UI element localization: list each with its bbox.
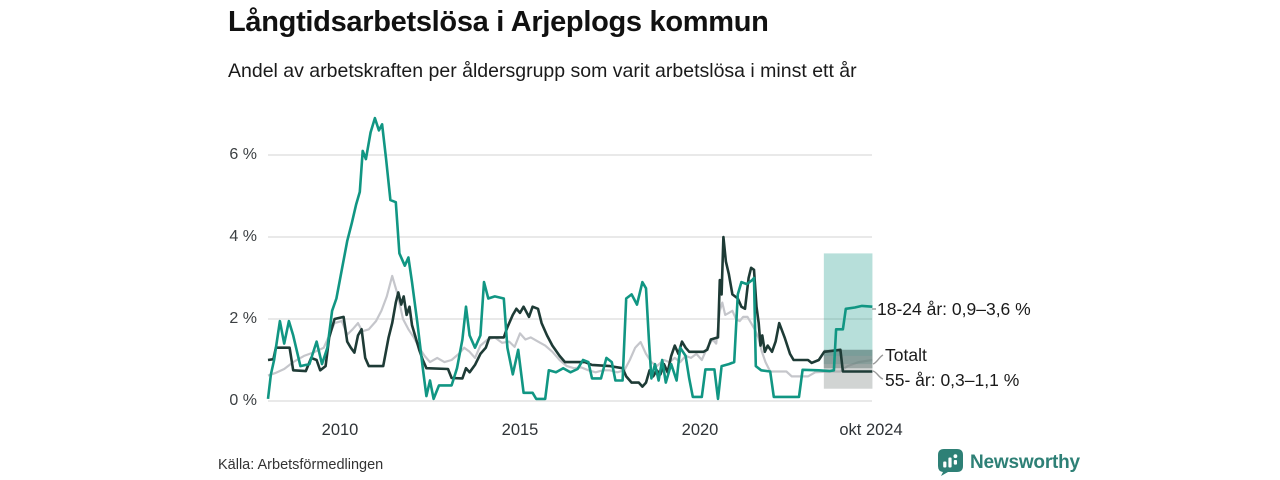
series-label-totalt: Totalt [885,345,927,365]
y-axis-tick-6: 6 % [229,146,257,163]
x-axis-tick-2020: 2020 [681,421,719,439]
source-note: Källa: Arbetsförmedlingen [218,457,384,473]
page-title: Långtidsarbetslösa i Arjeplogs kommun [228,6,769,38]
line-18-24 [266,116,873,401]
newsworthy-icon [938,449,963,476]
line-55 [267,235,873,388]
y-axis-tick-4: 4 % [229,228,257,245]
y-axis-tick-0: 0 % [229,392,257,409]
chart-subtitle: Andel av arbetskraften per åldersgrupp s… [228,60,857,82]
x-axis-tick-2010: 2010 [321,421,359,439]
series-label-55: 55- år: 0,3–1,1 % [885,370,1020,390]
connector-totalt [872,354,884,365]
x-axis-tick-2015: 2015 [501,421,539,439]
connector-55 [872,370,884,380]
y-axis-tick-2: 2 % [229,310,257,327]
x-axis-tick-okt-2024: okt 2024 [839,421,903,439]
newsworthy-wordmark: Newsworthy [970,451,1080,473]
series-label-18-24: 18-24 år: 0,9–3,6 % [877,299,1031,319]
newsworthy-logo: Newsworthy [938,449,1080,476]
